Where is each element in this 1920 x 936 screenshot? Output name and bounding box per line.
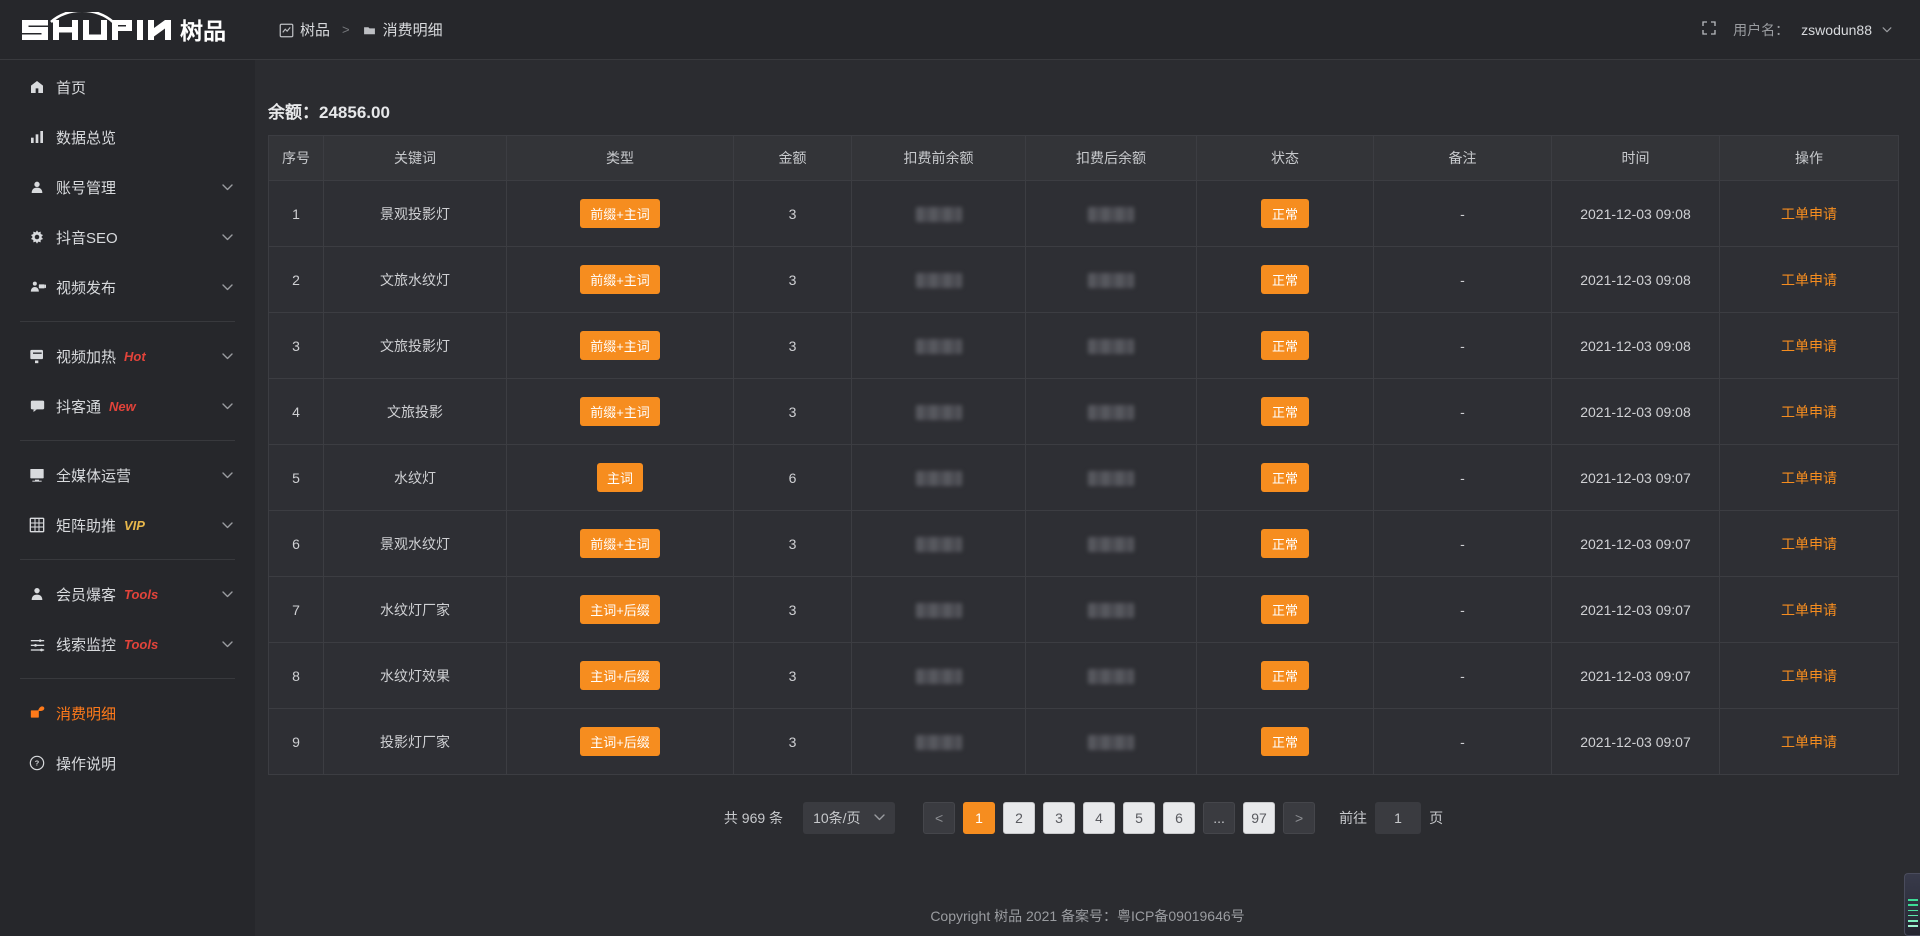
svg-text:?: ? (35, 759, 40, 768)
svg-text:树品: 树品 (180, 18, 226, 44)
